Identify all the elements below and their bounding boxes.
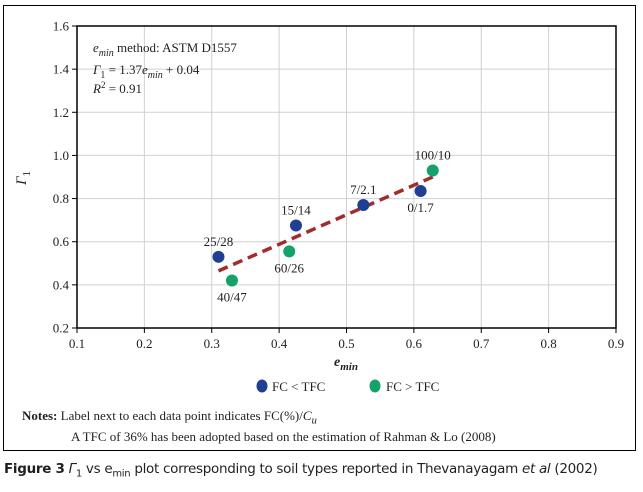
x-tick-label: 0.7 [473,336,490,351]
grid [77,26,616,328]
notes-line-2: A TFC of 36% has been adopted based on t… [71,428,496,444]
data-label: 100/10 [415,148,451,163]
data-labels: 25/28 15/14 7/2.1 0/1.7 40/47 60/26 100/10 [204,148,451,305]
y-tick-label: 1.2 [53,105,69,120]
data-point [283,245,296,258]
annotation-box: emin method: ASTM D1557 Γ1 = 1.37emin + … [92,40,237,96]
notes: Notes: Label next to each data point ind… [22,408,496,444]
data-label: 40/47 [217,290,247,305]
data-label: 25/28 [204,234,234,249]
figure-caption: Figure 3 Γ1 vs emin plot corresponding t… [4,461,598,480]
data-points [212,164,439,287]
plot-border [76,25,617,329]
legend-marker-fc-lt-tfc [256,379,268,393]
data-point [225,274,238,287]
chart: 0.1 0.2 0.3 0.4 0.5 0.6 0.7 0.8 0.9 0.20.40.60.8… [14,19,624,395]
data-point [212,250,225,263]
y-tick-label: 0.6 [53,234,70,249]
data-point [357,199,370,212]
x-axis-label: emin [334,355,358,373]
data-label: 60/26 [274,260,304,275]
annotation-equation: Γ1 = 1.37emin + 0.04 [92,62,200,81]
data-label: 7/2.1 [350,182,376,197]
y-tick-label: 1.0 [53,148,69,163]
axes [72,25,617,333]
y-axis-label: Γ1 [14,171,33,186]
data-label: 15/14 [281,203,311,218]
x-tick-label: 0.5 [338,336,354,351]
figure-frame [3,5,636,451]
y-tick-labels: 0.2 0.4 0.6 0.8 1.0 1.2 1.4 1.6 [53,19,70,336]
trendline-group [217,175,434,273]
data-label: 0/1.7 [407,200,434,215]
x-tick-labels: 0.1 0.2 0.3 0.4 0.5 0.6 0.7 0.8 0.9 [69,336,624,351]
y-tick-label: 0.2 [53,321,69,336]
data-point [414,185,427,198]
notes-line-1: Label next to each data point indicates … [60,408,303,423]
data-point [289,219,302,232]
y-tick-label: 0.8 [53,191,69,206]
x-tick-label: 0.1 [69,336,85,351]
y-tick-label: 1.6 [53,19,70,34]
x-tick-label: 0.4 [271,336,288,351]
x-tick-label: 0.8 [541,336,557,351]
legend-label-fc-lt-tfc: FC < TFC [272,379,325,394]
x-tick-label: 0.3 [204,336,220,351]
notes-label: Notes: [22,408,58,423]
data-point [426,164,439,177]
annotation-method: emin method: ASTM D1557 [93,40,237,59]
legend-marker-fc-gt-tfc [369,379,381,393]
annotation-r2: R2 = 0.91 [92,80,142,96]
trendline [217,175,434,273]
x-tick-label: 0.2 [136,336,152,351]
x-tick-label: 0.6 [406,336,423,351]
y-tick-label: 0.4 [53,277,70,292]
x-tick-label: 0.9 [608,336,624,351]
legend-label-fc-gt-tfc: FC > TFC [386,379,439,394]
y-tick-label: 1.4 [53,62,70,77]
legend: FC < TFC FC > TFC [256,379,439,394]
